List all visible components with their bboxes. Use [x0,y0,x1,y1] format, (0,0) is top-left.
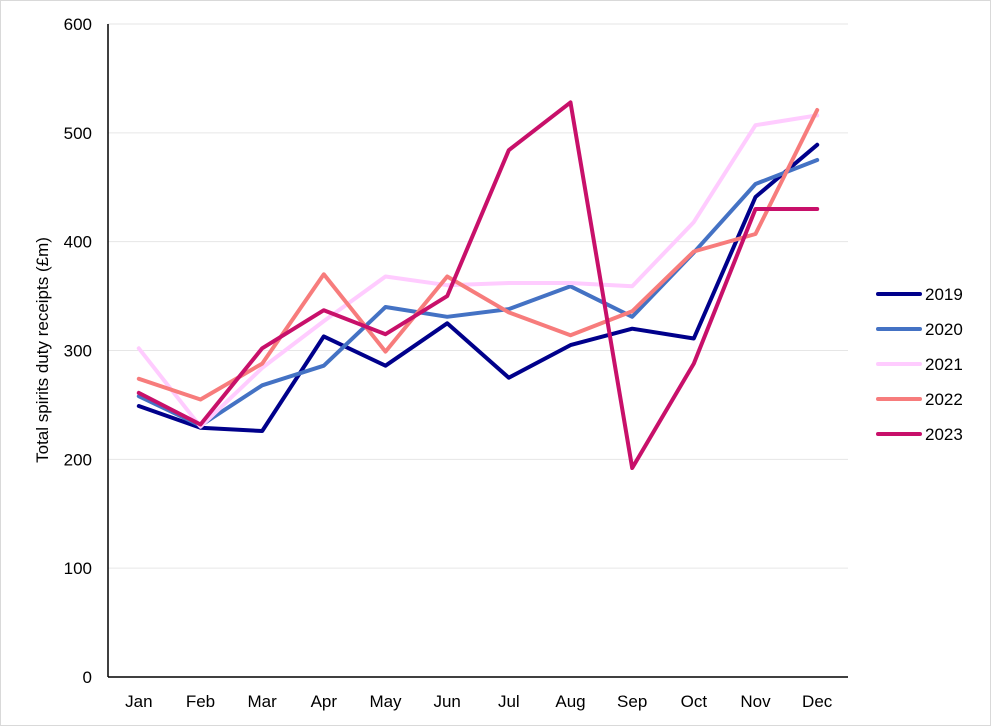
x-tick-label: Jun [433,692,460,711]
legend-label: 2022 [925,390,963,409]
gridlines [108,23,848,569]
x-tick-label: Apr [311,692,338,711]
x-tick-label: Aug [555,692,585,711]
legend: 2019 2020 2021 2022 2023 [876,285,963,444]
x-tick-labels: Jan Feb Mar Apr May Jun Jul Aug Sep Oct Nov Dec [125,692,833,711]
x-tick-label: Jul [498,692,520,711]
x-tick-label: Jan [125,692,152,711]
x-tick-label: Oct [681,692,708,711]
x-tick-label: Feb [186,692,215,711]
y-tick-label: 300 [64,342,92,361]
series-line-2019 [136,142,820,433]
y-tick-label: 400 [64,233,92,252]
x-tick-label: Sep [617,692,647,711]
y-tick-labels: 0 100 200 300 400 500 600 [64,15,92,687]
series-lines [136,100,820,470]
legend-label: 2021 [925,355,963,374]
axes [107,24,848,678]
y-tick-label: 200 [64,450,92,469]
y-tick-label: 600 [64,15,92,34]
legend-label: 2019 [925,285,963,304]
y-axis-title: Total spirits duty receipts (£m) [33,237,52,463]
x-tick-label: May [369,692,402,711]
series-line-2021 [136,113,820,429]
y-tick-label: 500 [64,124,92,143]
x-tick-label: Nov [740,692,771,711]
x-tick-label: Dec [802,692,833,711]
series-line-2020 [136,158,820,428]
y-tick-label: 0 [83,668,92,687]
x-tick-label: Mar [248,692,278,711]
series-line-2023 [136,100,820,470]
legend-label: 2020 [925,320,963,339]
series-line-2022 [136,108,820,402]
y-tick-label: 100 [64,559,92,578]
legend-label: 2023 [925,425,963,444]
